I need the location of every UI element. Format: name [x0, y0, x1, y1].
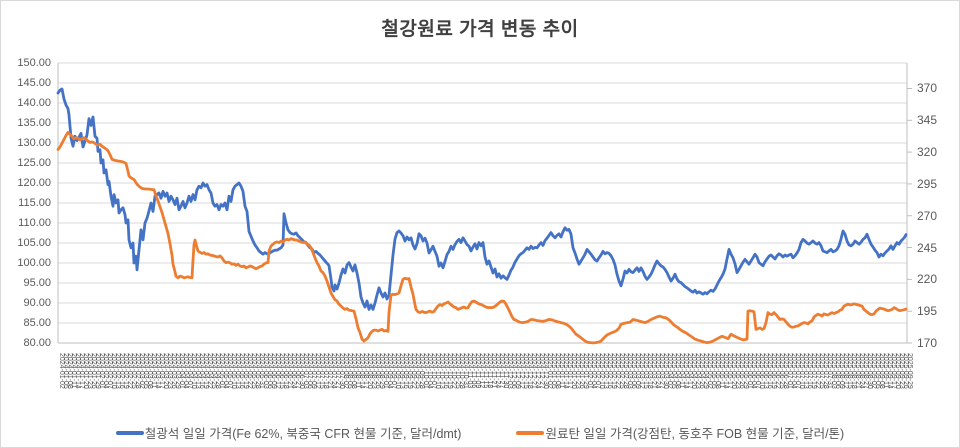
legend-label-iron-ore: 철광석 일일 가격(Fe 62%, 북중국 CFR 현물 기준, 달러/dmt) [144, 427, 462, 441]
left-axis-tick-label: 120.00 [17, 176, 51, 189]
legend-label-coking-coal: 원료탄 일일 가격(강점탄, 동호주 FOB 현물 기준, 달러/톤) [545, 427, 845, 441]
left-axis-tick-label: 80.00 [23, 336, 51, 349]
left-axis-tick-label: 100.00 [17, 256, 51, 269]
left-axis-tick-label: 125.00 [17, 156, 51, 169]
left-axis-tick-label: 95.00 [23, 276, 51, 289]
legend-line-marker-iron-ore [115, 430, 144, 435]
left-axis-tick-label: 90.00 [23, 296, 51, 309]
right-axis-tick-label: 295 [917, 176, 938, 191]
chart-title: 철강원료 가격 변동 추이 [381, 19, 579, 40]
left-axis-tick-label: 140.00 [17, 96, 51, 109]
right-axis-tick-label: 195 [917, 304, 938, 319]
right-axis-tick-label: 170 [917, 336, 938, 350]
left-axis-tick-label: 150.00 [17, 56, 51, 69]
left-axis-tick-label: 85.00 [23, 316, 51, 329]
legend-item-iron-ore: 철광석 일일 가격(Fe 62%, 북중국 CFR 현물 기준, 달러/dmt) [115, 423, 462, 442]
right-axis-tick-label: 320 [917, 145, 938, 160]
iron-ore-line-series [56, 87, 908, 311]
right-axis-tick-label: 220 [917, 272, 938, 287]
coking-coal-line-series [56, 130, 908, 345]
x-axis-date-label: 2025-09-29 [906, 353, 913, 389]
right-axis-tick-label: 245 [917, 240, 938, 255]
left-axis-tick-label: 130.00 [17, 136, 51, 149]
right-axis-tick-label: 345 [917, 113, 938, 128]
left-axis-tick-label: 110.00 [18, 216, 51, 229]
left-axis-tick-label: 135.00 [17, 116, 51, 129]
right-axis-tick-label: 270 [917, 208, 938, 223]
legend-item-coking-coal: 원료탄 일일 가격(강점탄, 동호주 FOB 현물 기준, 달러/톤) [516, 423, 844, 442]
left-axis-tick-label: 105.00 [17, 236, 51, 249]
right-axis-tick-label: 370 [917, 81, 938, 96]
left-axis-tick-label: 145.00 [17, 76, 51, 89]
legend-line-marker-coking-coal [516, 430, 545, 435]
left-axis-tick-label: 115.00 [18, 196, 51, 209]
legend: 철광석 일일 가격(Fe 62%, 북중국 CFR 현물 기준, 달러/dmt)… [1, 423, 959, 442]
